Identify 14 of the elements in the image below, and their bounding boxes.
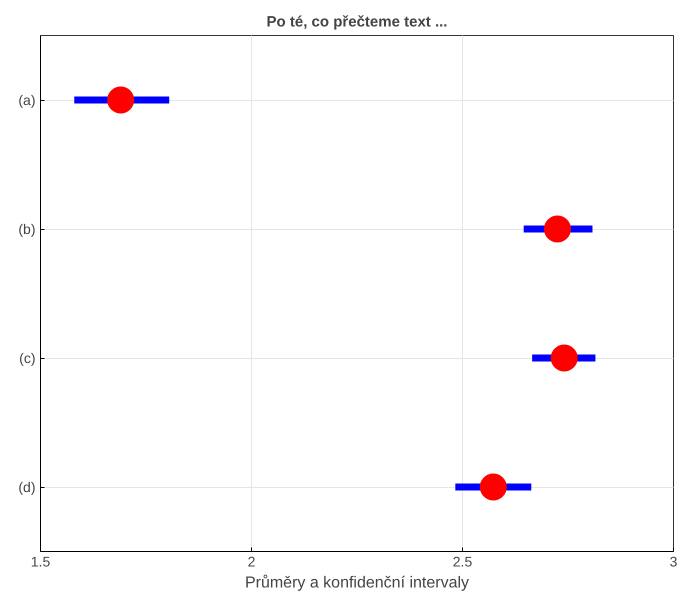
- point: [550, 344, 578, 372]
- y-tick-label: (d): [18, 479, 36, 495]
- point: [107, 86, 134, 114]
- x-tick-label: 3: [670, 554, 678, 570]
- x-tick-label: 2: [248, 554, 256, 570]
- y-tick-label: (b): [18, 221, 36, 237]
- point: [544, 216, 571, 242]
- x-tick-label: 2.5: [452, 554, 472, 570]
- y-tick-label: (a): [18, 92, 36, 108]
- x-tick-label: 1.5: [30, 554, 50, 570]
- point: [480, 474, 507, 500]
- chart-title: Po té, co přečteme text ...: [266, 14, 448, 30]
- x-axis-title: Průměry a konfidenční intervaly: [244, 574, 470, 592]
- y-tick-label: (c): [19, 350, 36, 366]
